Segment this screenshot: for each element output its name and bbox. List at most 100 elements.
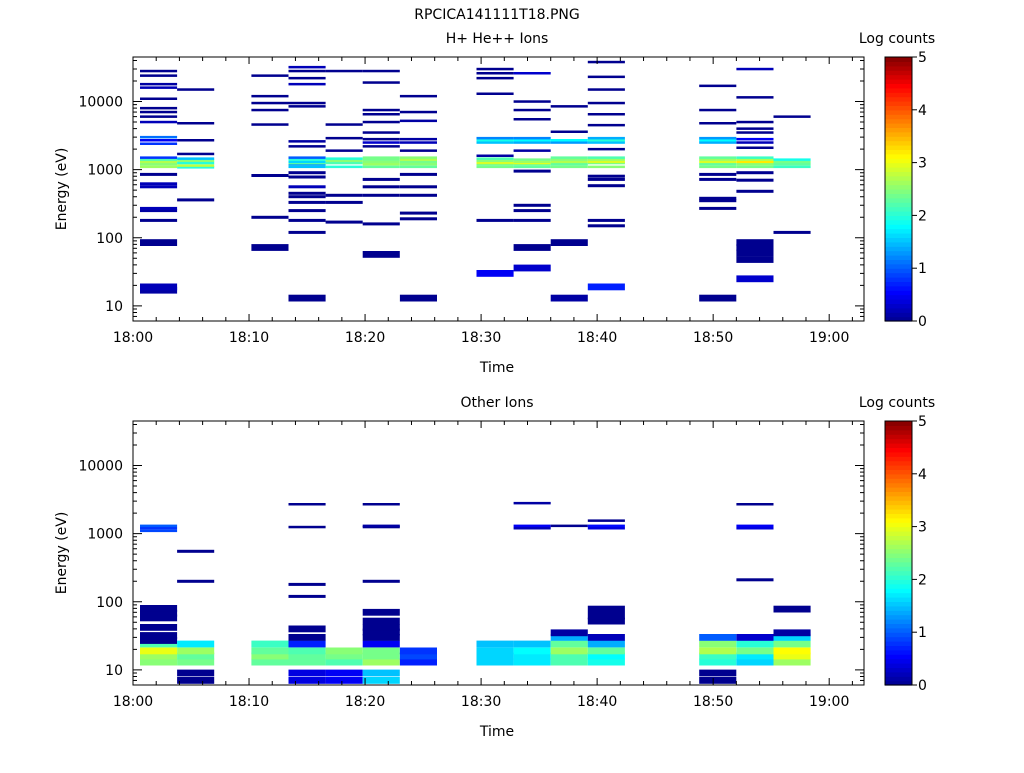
heatmap-cell [773,605,811,613]
colorbar-swatch [885,566,912,572]
colorbar-swatch [885,641,912,646]
heatmap-cell [587,177,625,181]
colorbar-swatch [885,478,912,484]
heatmap-cell [773,115,811,118]
heatmap-cell [140,165,178,169]
heatmap-cell [399,658,437,666]
heatmap-cell [362,69,400,73]
colorbar-swatch [885,131,912,137]
heatmap-cell [362,647,400,655]
colorbar-swatch [885,74,912,80]
heatmap-cell [140,624,178,631]
heatmap-cell [362,108,400,112]
heatmap-cell [476,136,514,140]
colorbar-swatch [885,184,912,190]
heatmap-cell [699,177,737,181]
colorbar-swatch [885,79,912,84]
colorbar-tick-label: 1 [918,625,927,641]
heatmap-cell [587,658,625,666]
heatmap-cell [362,251,400,258]
heatmap-cell [140,647,178,655]
heatmap-cell [773,629,811,637]
heatmap-cell [140,658,178,666]
colorbar-swatch [885,294,912,300]
axes: 18:00 18:10 18:20 18:30 18:40 18:50 19:00 10 100… [78,421,864,710]
heatmap-cell [550,629,588,637]
heatmap-cell [587,605,625,613]
heatmap-cell [587,136,625,140]
heatmap-cell [251,244,289,251]
heatmap-cell [399,158,437,161]
heatmap-cell [362,617,400,625]
heatmap-cell [251,652,289,660]
colorbar-swatch [885,61,912,67]
heatmap-cell [476,658,514,666]
colorbar-swatch [885,233,912,238]
heatmap-cell [476,270,514,277]
heatmap-cell [288,82,326,86]
colorbar-swatch [885,277,912,282]
colorbar-swatch [885,206,912,212]
heatmap-cell [362,652,400,660]
colorbar-swatch [885,447,912,453]
colorbar-swatch [885,465,912,470]
heatmap-cell [736,67,774,71]
heatmap-cell [736,256,774,263]
colorbar-swatch [885,443,912,448]
heatmap-cell [587,527,625,530]
heatmap-cell [288,65,326,69]
heatmap-cell [399,160,437,164]
heatmap-cell [362,163,400,166]
colorbar-swatch [885,495,912,501]
heatmap-cell [550,160,588,164]
heatmap-cell [288,171,326,175]
colorbar-swatch [885,268,912,274]
heatmap-cells [140,60,811,302]
heatmap-cell [177,640,215,648]
heatmap-cell [288,594,326,598]
heatmap-cell [550,141,588,144]
colorbar-swatch [885,548,912,554]
heatmap-cell [773,640,811,648]
colorbar: 0 1 2 3 4 5 [884,50,927,330]
colorbar-swatch [885,509,912,514]
heatmap-cell [288,145,326,148]
colorbar-swatch [885,676,912,682]
heatmap-cell [736,189,774,193]
heatmap-cell [362,113,400,116]
colorbar: 0 1 2 3 4 5 [884,414,927,694]
heatmap-cell [699,640,737,648]
colorbar-swatch [885,70,912,76]
colorbar-swatch [885,101,912,106]
heatmap-cell [736,647,774,655]
heatmap-cell [513,527,551,530]
heatmap-cell [140,135,178,139]
heatmap-cell [587,60,625,64]
colorbar-swatch [885,438,912,444]
heatmap-cell [736,120,774,124]
heatmap-cell [513,118,551,121]
heatmap-cell [736,239,774,246]
y-tick-label: 1000 [87,527,123,543]
panel-h-he-ions: H+ He++ Ions 18:00 18:10 18:20 18:30 18:40 18… [54,31,935,376]
x-tick-label: 18:00 [113,330,153,346]
heatmap-cell [140,160,178,164]
colorbar-swatch [885,241,912,247]
heatmap-cell [399,149,437,152]
heatmap-cell [362,185,400,189]
colorbar-swatch [885,504,912,510]
colorbar-swatch [885,158,912,164]
heatmap-cell [288,640,326,648]
heatmap-cells [140,501,811,684]
x-tick-label: 18:10 [229,330,269,346]
y-tick-label: 10 [105,299,123,315]
heatmap-cell [288,185,326,189]
colorbar-swatch [885,285,912,291]
colorbar-swatch [885,127,912,133]
colorbar-swatch [885,460,912,466]
heatmap-cell [736,640,774,648]
heatmap-cell [288,101,326,105]
heatmap-cell [140,74,178,77]
heatmap-cell [288,669,326,677]
